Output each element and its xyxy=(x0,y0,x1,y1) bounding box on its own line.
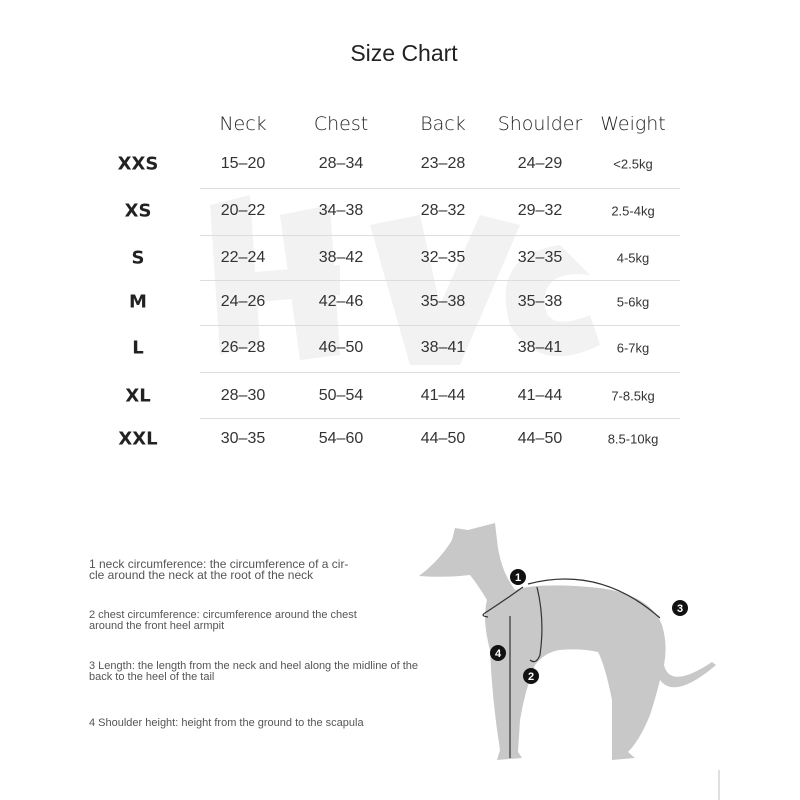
cell-weight: 6-7kg xyxy=(616,340,650,356)
cell-back: 32–35 xyxy=(420,249,466,266)
note-line: back to the heel of the tail xyxy=(89,671,215,683)
cell-neck: 15–20 xyxy=(220,155,266,172)
cell-chest: 46–50 xyxy=(318,339,364,356)
size-label: S xyxy=(131,247,145,269)
cell-neck: 24–26 xyxy=(220,293,266,310)
size-label: XXL xyxy=(118,428,158,450)
neck-measure-line xyxy=(482,586,524,618)
cell-chest: 54–60 xyxy=(318,430,364,447)
measurement-note: 2 chest circumference: circumference aro… xyxy=(89,610,357,632)
row-divider xyxy=(200,372,680,373)
row-divider xyxy=(200,418,680,419)
cell-shoulder: 38–41 xyxy=(517,339,563,356)
cell-back: 38–41 xyxy=(420,339,466,356)
cell-weight: 4-5kg xyxy=(616,250,650,266)
cell-chest: 50–54 xyxy=(318,387,364,404)
cell-chest: 28–34 xyxy=(318,155,364,172)
cell-back: 41–44 xyxy=(420,387,466,404)
column-header-chest: Chest xyxy=(313,113,369,135)
marker-2-circle xyxy=(523,668,539,684)
cell-back: 28–32 xyxy=(420,202,466,219)
note-line: 3 Length: the length from the neck and h… xyxy=(89,660,419,672)
watermark-logo xyxy=(210,195,600,365)
marker-2-label: 2 xyxy=(528,671,534,683)
size-label: XXS xyxy=(117,153,159,175)
size-label: XL xyxy=(125,385,151,407)
column-header-back: Back xyxy=(420,113,466,135)
cell-neck: 26–28 xyxy=(220,339,266,356)
marker-4-label: 4 xyxy=(495,648,502,660)
row-divider xyxy=(200,235,680,236)
row-divider xyxy=(200,188,680,189)
marker-4-circle xyxy=(490,645,506,661)
size-label: M xyxy=(129,291,147,313)
cell-shoulder: 41–44 xyxy=(517,387,563,404)
cell-weight: 7-8.5kg xyxy=(611,388,655,404)
note-line: 4 Shoulder height: height from the groun… xyxy=(89,717,364,729)
cell-weight: 8.5-10kg xyxy=(607,431,659,447)
cell-weight: 2.5-4kg xyxy=(611,203,655,219)
cell-weight: <2.5kg xyxy=(613,156,653,172)
row-divider xyxy=(200,325,680,326)
cell-shoulder: 32–35 xyxy=(517,249,563,266)
cell-neck: 28–30 xyxy=(220,387,266,404)
cell-chest: 34–38 xyxy=(318,202,364,219)
back-length-line xyxy=(527,578,661,619)
size-label: XS xyxy=(124,200,152,222)
marker-3-circle xyxy=(672,600,688,616)
cell-neck: 20–22 xyxy=(220,202,266,219)
column-header-shoulder: Shoulder xyxy=(497,113,583,135)
marker-1-label: 1 xyxy=(515,572,521,584)
cell-back: 35–38 xyxy=(420,293,466,310)
measurement-note: 1 neck circumference: the circumference … xyxy=(89,557,349,582)
column-header-weight: Weight xyxy=(600,113,666,135)
measurement-note: 4 Shoulder height: height from the groun… xyxy=(89,718,364,729)
note-line: around the front heel armpit xyxy=(89,620,225,632)
size-label: L xyxy=(132,337,144,359)
dog-silhouette xyxy=(419,523,716,760)
note-line: cle around the neck at the root of the n… xyxy=(89,568,314,582)
cell-weight: 5-6kg xyxy=(616,294,650,310)
cell-shoulder: 29–32 xyxy=(517,202,563,219)
cell-chest: 38–42 xyxy=(318,249,364,266)
marker-1-circle xyxy=(510,569,526,585)
marker-3-label: 3 xyxy=(677,603,683,615)
chest-measure-line xyxy=(529,586,543,663)
measurement-note: 3 Length: the length from the neck and h… xyxy=(89,661,418,683)
column-header-neck: Neck xyxy=(219,113,267,135)
cell-shoulder: 44–50 xyxy=(517,430,563,447)
cell-back: 23–28 xyxy=(420,155,466,172)
row-divider xyxy=(200,280,680,281)
cell-neck: 22–24 xyxy=(220,249,266,266)
note-line: 2 chest circumference: circumference aro… xyxy=(89,609,357,621)
cell-back: 44–50 xyxy=(420,430,466,447)
cell-shoulder: 35–38 xyxy=(517,293,563,310)
page-title: Size Chart xyxy=(350,40,458,66)
cell-chest: 42–46 xyxy=(318,293,364,310)
note-line: 1 neck circumference: the circumference … xyxy=(89,557,349,571)
cell-neck: 30–35 xyxy=(220,430,266,447)
cell-shoulder: 24–29 xyxy=(517,155,563,172)
